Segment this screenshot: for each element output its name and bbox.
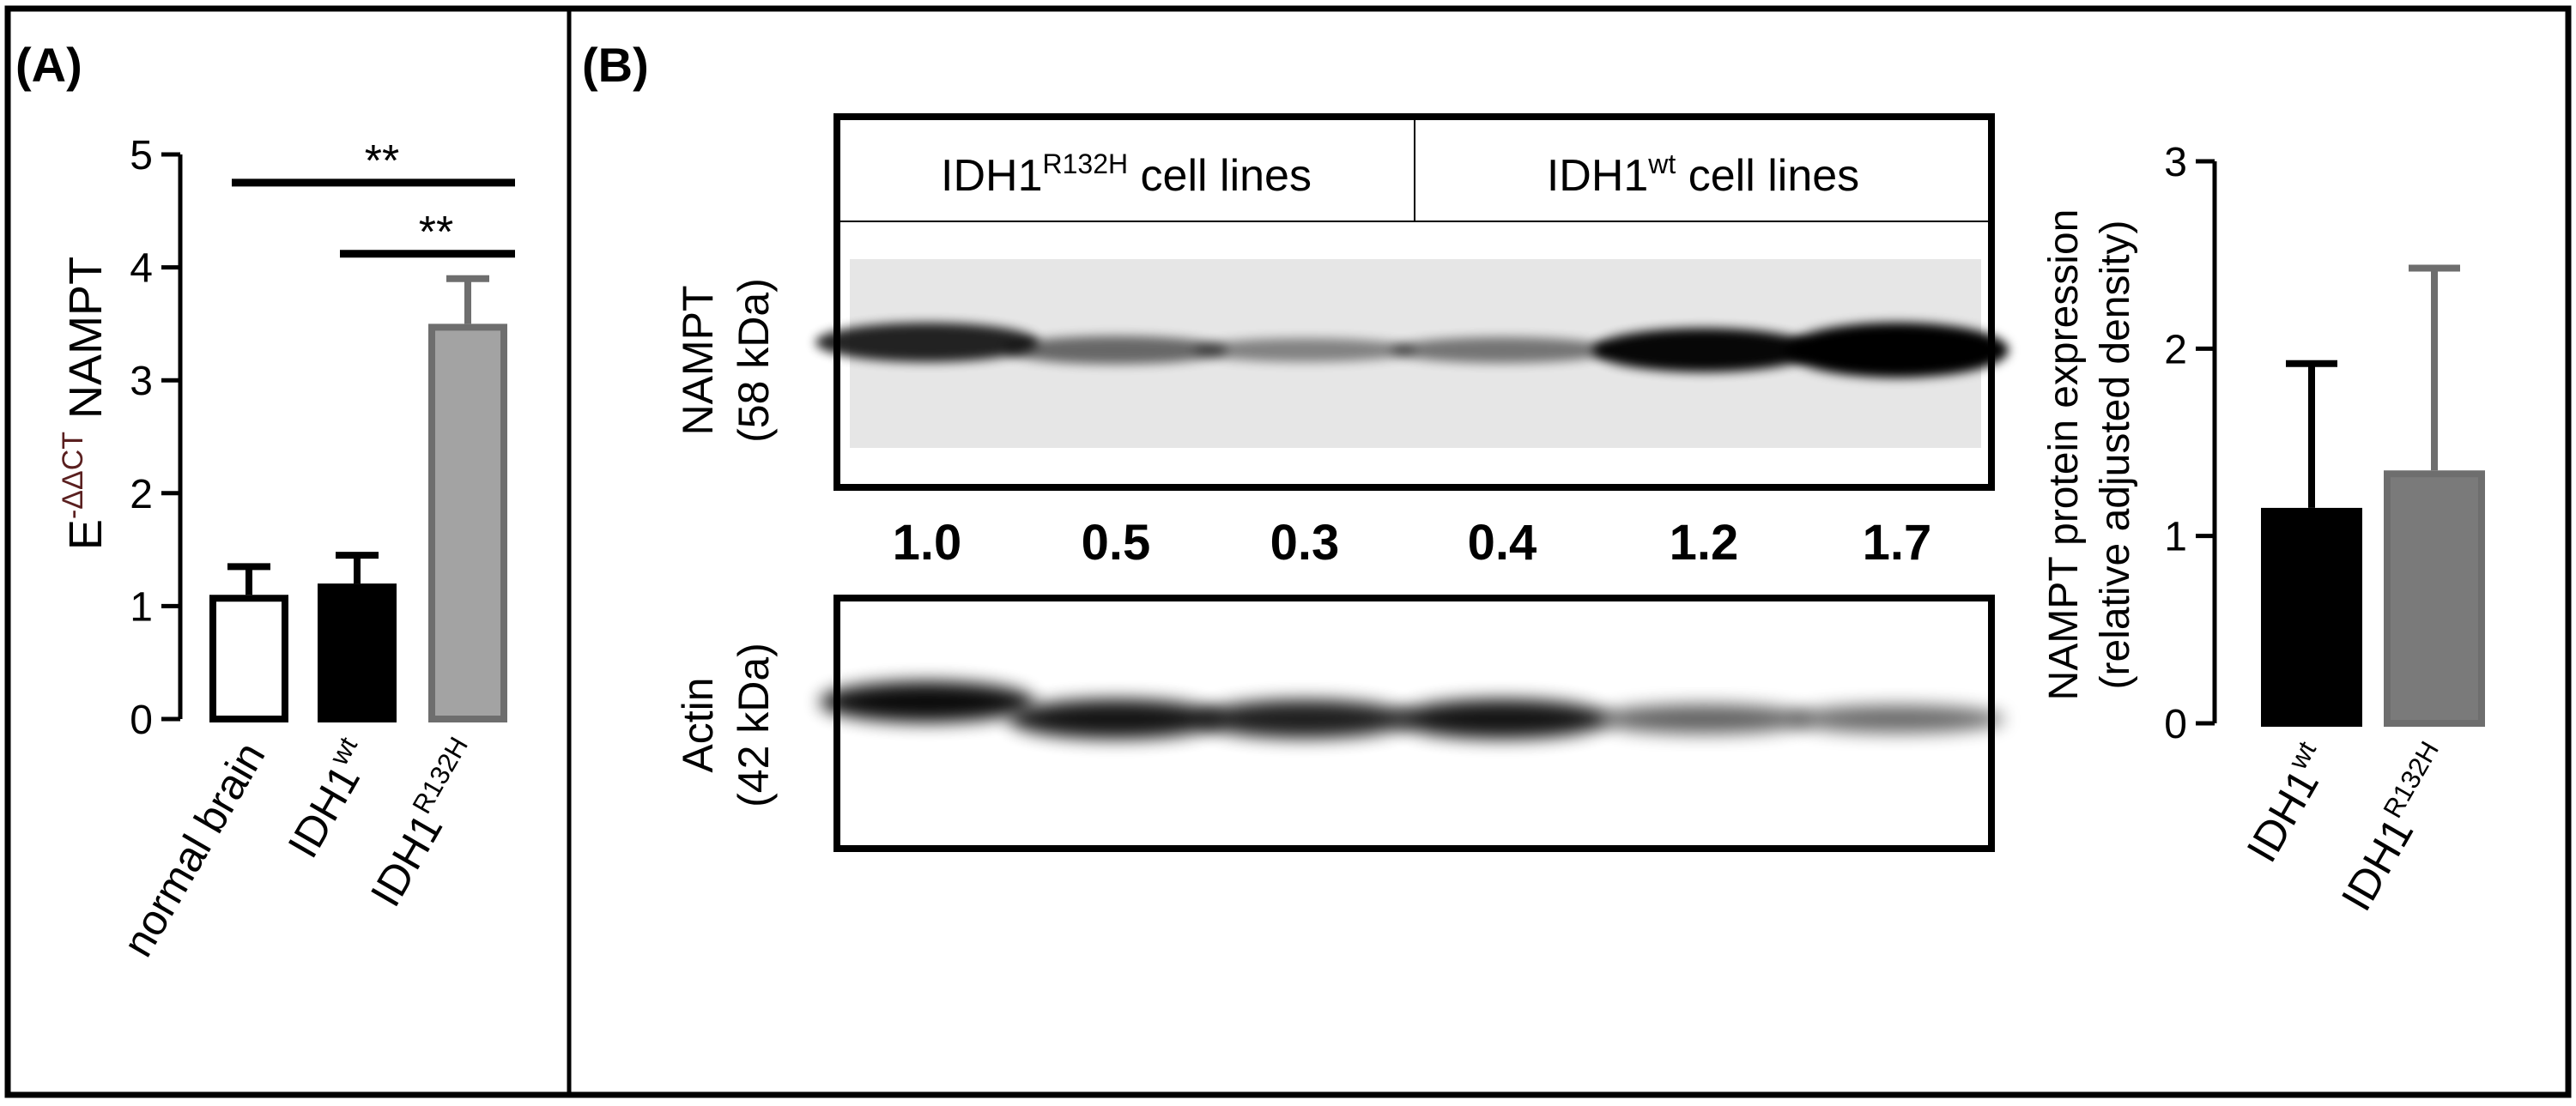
x-tick-label: normal brain xyxy=(113,734,274,965)
chart-b: NAMPT protein expression (relative adjus… xyxy=(2041,140,2485,919)
y-tick-label: 1 xyxy=(130,584,153,630)
actin-bands xyxy=(820,681,2004,740)
western-blot: IDH1R132H cell lines IDH1wt cell lines N… xyxy=(674,113,2009,852)
nampt-label-kda: (58 kDa) xyxy=(730,278,778,443)
nampt-band xyxy=(1193,338,1416,362)
nampt-band xyxy=(1391,336,1614,364)
density-value: 0.5 xyxy=(1082,515,1151,571)
y-tick-label: 2 xyxy=(130,472,153,517)
nampt-band xyxy=(815,323,1039,362)
actin-band xyxy=(1597,704,1811,734)
x-tick-label: IDH1wt xyxy=(2234,736,2341,870)
panel-b-label: (B) xyxy=(582,38,649,92)
bar xyxy=(2384,470,2485,727)
y-tick-label: 4 xyxy=(130,246,153,292)
y-tick-label: 1 xyxy=(2164,515,2187,560)
nampt-bands xyxy=(815,322,2009,378)
nampt-band xyxy=(1004,335,1227,365)
nampt-label: NAMPT (58 kDa) xyxy=(674,278,778,443)
density-value: 1.7 xyxy=(1863,515,1932,571)
chart-a-ylabel: E-ΔΔCT NAMPT xyxy=(57,257,112,550)
actin-band xyxy=(1009,698,1223,740)
panel-a-label: (A) xyxy=(15,38,82,92)
bar xyxy=(2261,507,2362,728)
chart-a-bars xyxy=(209,275,507,723)
y-tick-label: 3 xyxy=(130,359,153,404)
y-tick-label: 0 xyxy=(130,698,153,743)
blot-header-right: IDH1wt cell lines xyxy=(1547,148,1859,201)
significance-label: ** xyxy=(365,136,399,186)
y-tick-label: 0 xyxy=(2164,702,2187,747)
chart-a-axis: 0 1 2 3 4 5 xyxy=(130,133,183,743)
bar xyxy=(209,595,288,722)
chart-b-axis: 0 1 2 3 xyxy=(2164,140,2217,747)
nampt-band xyxy=(1592,328,1815,372)
chart-b-ylabel-1: NAMPT protein expression xyxy=(2041,209,2087,701)
x-tick-label: IDH1wt xyxy=(275,732,382,866)
density-value: 0.4 xyxy=(1468,515,1537,571)
density-value: 1.2 xyxy=(1670,515,1739,571)
actin-label-name: Actin xyxy=(674,677,722,772)
y-tick-label: 3 xyxy=(2164,140,2187,185)
bar xyxy=(428,323,507,722)
density-value: 0.3 xyxy=(1270,515,1340,571)
density-value: 1.0 xyxy=(893,515,962,571)
actin-band xyxy=(1395,698,1609,740)
figure-frame xyxy=(4,5,2572,1098)
bar xyxy=(318,583,397,723)
y-tick-label: 2 xyxy=(2164,327,2187,372)
actin-label-kda: (42 kDa) xyxy=(730,643,778,807)
nampt-label-name: NAMPT xyxy=(674,286,722,436)
y-tick-label: 5 xyxy=(130,133,153,178)
chart-b-bars xyxy=(2261,264,2485,728)
actin-band xyxy=(1790,704,2004,734)
nampt-band xyxy=(1785,322,2009,378)
blot-header-left: IDH1R132H cell lines xyxy=(941,148,1312,201)
actin-label: Actin (42 kDa) xyxy=(674,643,778,807)
chart-b-ylabel-2: (relative adjusted density) xyxy=(2093,221,2138,690)
chart-a-significance: ** ** xyxy=(232,136,515,258)
actin-band xyxy=(820,681,1034,722)
density-values: 1.0 0.5 0.3 0.4 1.2 1.7 xyxy=(893,515,1932,571)
x-tick-label: IDH1R132H xyxy=(357,732,493,915)
actin-band xyxy=(1197,699,1412,739)
x-tick-label: IDH1R132H xyxy=(2328,736,2464,919)
significance-label: ** xyxy=(419,208,453,257)
